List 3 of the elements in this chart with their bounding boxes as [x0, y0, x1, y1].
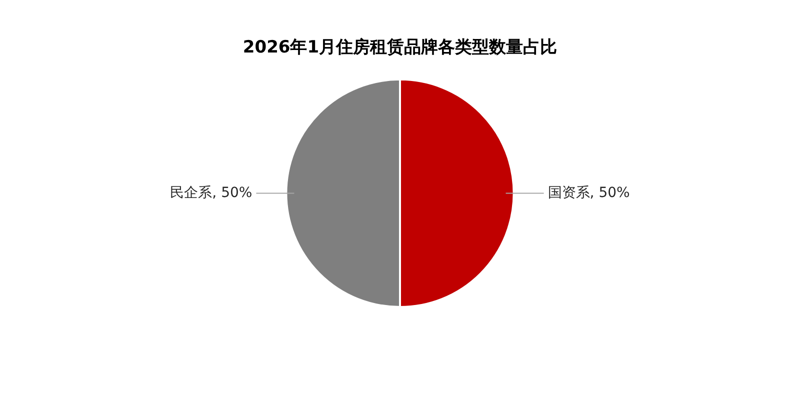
slice-label: 民企系, 50%: [170, 184, 252, 201]
slice-label: 国资系, 50%: [548, 184, 630, 201]
chart-title: 2026年1月住房租赁品牌各类型数量占比: [242, 38, 558, 58]
